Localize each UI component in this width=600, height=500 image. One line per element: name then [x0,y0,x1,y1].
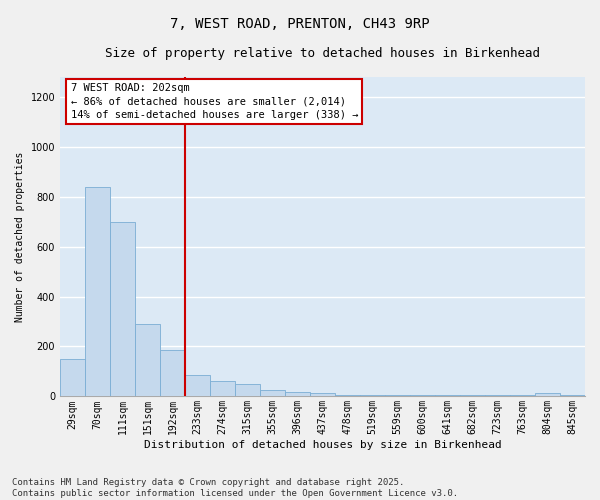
Bar [110,222,135,396]
Bar [310,394,335,396]
Bar [510,395,535,396]
Bar [560,395,585,396]
Title: Size of property relative to detached houses in Birkenhead: Size of property relative to detached ho… [105,48,540,60]
Bar [535,394,560,396]
Text: Contains HM Land Registry data © Crown copyright and database right 2025.
Contai: Contains HM Land Registry data © Crown c… [12,478,458,498]
Bar [60,359,85,397]
Bar [360,395,385,396]
Bar [435,395,460,396]
Bar [285,392,310,396]
Bar [185,375,210,396]
Bar [410,395,435,396]
Bar [160,350,185,397]
Text: 7 WEST ROAD: 202sqm
← 86% of detached houses are smaller (2,014)
14% of semi-det: 7 WEST ROAD: 202sqm ← 86% of detached ho… [71,84,358,120]
Bar [85,187,110,396]
Text: 7, WEST ROAD, PRENTON, CH43 9RP: 7, WEST ROAD, PRENTON, CH43 9RP [170,18,430,32]
Bar [460,395,485,396]
Bar [385,395,410,396]
Bar [335,395,360,396]
Bar [485,395,510,396]
Bar [260,390,285,396]
X-axis label: Distribution of detached houses by size in Birkenhead: Distribution of detached houses by size … [143,440,502,450]
Y-axis label: Number of detached properties: Number of detached properties [15,152,25,322]
Bar [235,384,260,396]
Bar [135,324,160,396]
Bar [210,382,235,396]
